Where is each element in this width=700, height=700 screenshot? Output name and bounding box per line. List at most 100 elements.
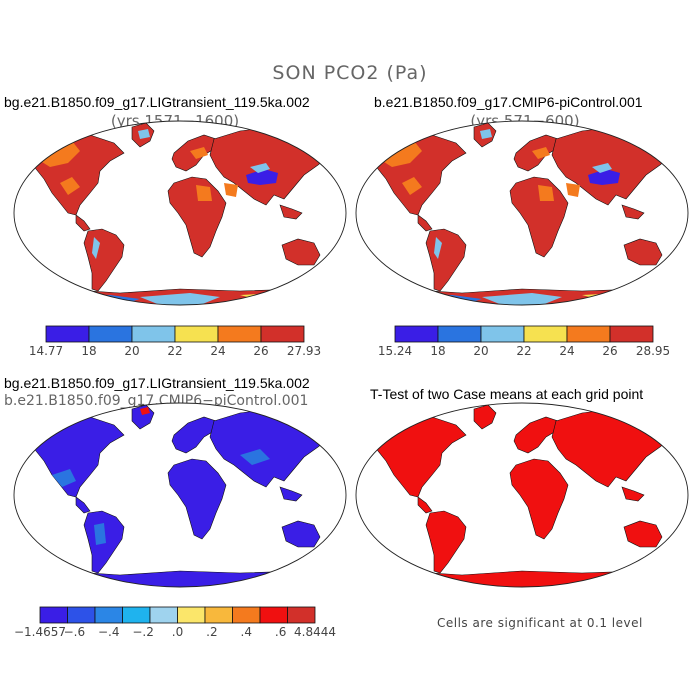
value-patch [480,129,492,139]
continent-se-asia [621,486,645,502]
panel4-title: T-Test of two Case means at each grid po… [370,386,644,402]
value-patch [402,177,422,195]
significance-note: Cells are significant at 0.1 level [437,616,643,630]
continent-australia [623,238,663,266]
colorbar-3-tick-label: −.6 [63,625,86,639]
colorbar-3-tick-label: −1.4657 [13,625,67,639]
colorbar-3-swatch [287,606,316,624]
continent-south-america [425,510,467,574]
value-patch [34,141,80,167]
colorbar-3-tick-label: .6 [274,625,287,639]
colorbar-3-tick-label: .2 [206,625,218,639]
colorbar-3-tick-label: .4 [240,625,252,639]
continent-africa [509,176,569,258]
continent-central-america [75,214,91,232]
value-patch [250,163,270,173]
value-patch [538,185,554,201]
value-patch [138,129,150,139]
colorbar-2-tick-label: 28.95 [635,344,671,358]
continent-se-asia [279,486,303,502]
panel3-case-title-2: b.e21.B1850.f09_g17.CMIP6−piControl.001 [4,393,309,409]
colorbar-1-tick-label: 20 [124,344,140,358]
continent-se-asia [279,204,303,220]
value-patch [532,147,550,159]
colorbar-1-tick-label: 14.77 [28,344,64,358]
map-2-frame [355,120,689,306]
colorbar-3-tick-label: −.2 [132,625,154,639]
colorbar-1-tick-label: 18 [81,344,97,358]
continent-africa [167,176,227,258]
colorbar-3-tick-label: .0 [171,625,184,639]
value-patch [246,169,278,185]
colorbar-1-swatch [174,325,219,343]
value-patch [566,183,580,197]
colorbar-1-tick-label: 22 [167,344,183,358]
colorbar-1-tick-label: 26 [253,344,269,358]
colorbar-2-tick-label: 22 [516,344,532,358]
colorbar-2-tick-label: 18 [430,344,446,358]
continent-australia [281,238,321,266]
colorbar-2-tick-label: 26 [602,344,618,358]
colorbar-3-swatch [149,606,178,624]
value-patch [482,293,562,305]
colorbar-2-swatch [480,325,525,343]
continent-antarctica [14,570,346,587]
colorbar-2-swatch [566,325,611,343]
continent-europe [513,416,559,454]
value-patch [140,293,220,305]
continent-australia [623,520,663,548]
colorbar-3-swatch [177,606,206,624]
map-1 [14,121,346,305]
colorbar-3-swatch [259,606,288,624]
continent-africa [509,458,569,540]
map-3 [14,403,346,587]
continent-africa [167,458,227,540]
colorbar-1-swatch [45,325,90,343]
colorbar-1-swatch [260,325,305,343]
colorbar-2-swatch [609,325,654,343]
continent-central-america [417,496,433,514]
value-patch [588,169,620,185]
value-patch [140,407,150,415]
colorbar-2-tick-label: 15.24 [377,344,413,358]
continent-central-america [417,214,433,232]
colorbar-1-tick-label: 24 [210,344,226,358]
value-patch [94,523,106,545]
colorbar-2-tick-label: 24 [559,344,575,358]
colorbar-1-swatch [88,325,133,343]
value-patch [52,469,76,487]
colorbar-3-swatch [204,606,233,624]
panel1-case-title: bg.e21.B1850.f09_g17.LIGtransient_119.5k… [4,94,310,110]
colorbar-2-swatch [523,325,568,343]
map-1-frame [13,120,347,306]
continent-se-asia [621,204,645,220]
value-patch [240,449,270,465]
value-patch [196,185,212,201]
panel2-case-title: b.e21.B1850.f09_g17.CMIP6-piControl.001 [374,94,643,110]
value-patch [280,293,330,305]
map-4 [356,403,688,587]
continent-europe [171,416,217,454]
colorbar-3-tick-label: −.4 [97,625,120,639]
colorbar-3-swatch [39,606,68,624]
colorbar-2-tick-label: 20 [473,344,489,358]
continent-central-america [75,496,91,514]
map-2 [356,121,688,305]
map-3-frame [13,402,347,588]
value-patch [224,183,238,197]
colorbar-1-swatch [217,325,262,343]
map-4-frame [355,402,689,588]
value-patch [376,141,422,167]
colorbar-1-tick-label: 27.93 [286,344,322,358]
value-patch [622,293,672,305]
value-patch [92,237,100,259]
continent-antarctica [356,570,688,587]
colorbar-3-swatch [232,606,261,624]
colorbar-3-tick-label: 4.8444 [294,625,336,639]
colorbar-1-swatch [131,325,176,343]
map-4-land [356,404,688,587]
colorbar-2-swatch [437,325,482,343]
value-patch [190,147,208,159]
colorbar-3-swatch [67,606,96,624]
